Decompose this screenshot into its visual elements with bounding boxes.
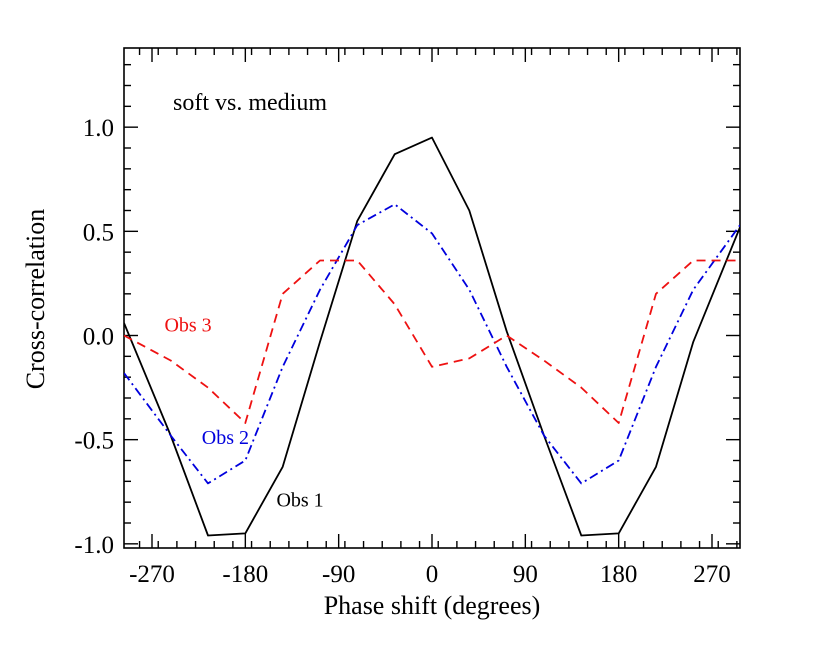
x-tick-label: 90 <box>513 561 538 588</box>
axis-ticks: -270 -180 -90 0 90 180 270 -1.0 -0.5 0.0 0.5 1.0 <box>74 48 740 588</box>
series-line-obs-1 <box>124 136 740 537</box>
plot-frame <box>123 47 741 549</box>
x-tick-label: 270 <box>693 561 731 588</box>
series-lines <box>124 136 740 537</box>
y-tick-label: 1.0 <box>83 115 114 142</box>
x-tick-label: -180 <box>222 561 268 588</box>
series-line-obs-3 <box>124 259 740 424</box>
x-axis-title: Phase shift (degrees) <box>324 591 541 620</box>
series-line-obs-2 <box>124 203 740 485</box>
x-tick-label: 0 <box>426 561 439 588</box>
x-tick-label: 180 <box>600 561 638 588</box>
y-tick-label: -1.0 <box>74 532 114 559</box>
chart-annotation: soft vs. medium <box>173 90 327 116</box>
y-axis-title: Cross-correlation <box>21 209 50 390</box>
x-tick-label: -90 <box>322 561 355 588</box>
y-tick-label: 0.5 <box>83 219 114 246</box>
y-tick-label: 0.0 <box>83 324 114 351</box>
y-tick-label: -0.5 <box>74 428 114 455</box>
series-label-obs-2: Obs 2 <box>202 427 249 449</box>
series-label-obs-1: Obs 1 <box>276 489 323 511</box>
x-tick-label: -270 <box>129 561 175 588</box>
series-labels: Obs 3 Obs 2 Obs 1 <box>164 314 323 511</box>
series-label-obs-3: Obs 3 <box>164 314 211 336</box>
